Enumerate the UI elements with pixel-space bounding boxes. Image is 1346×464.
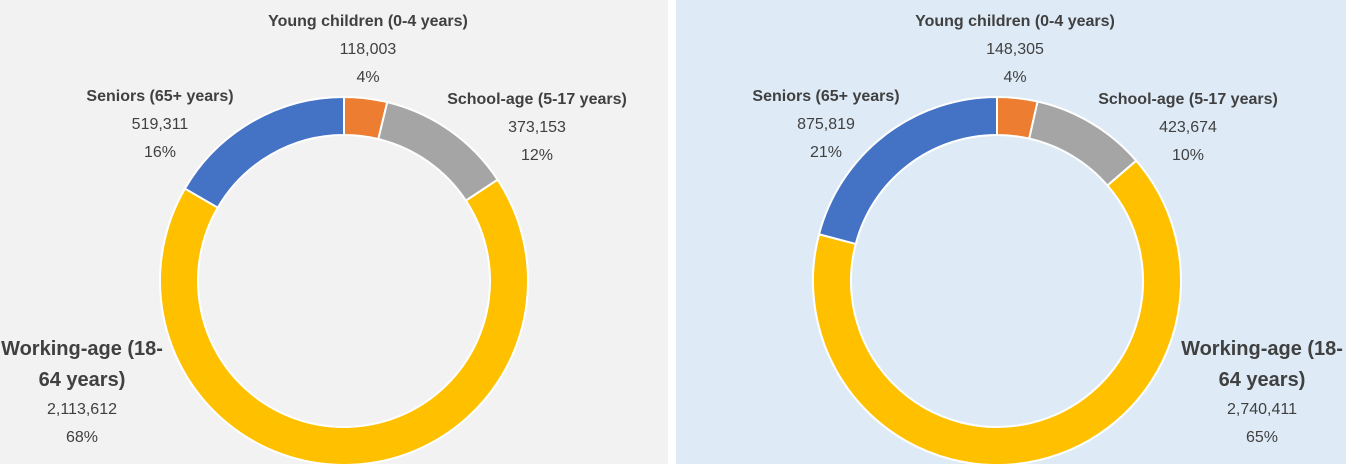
data-label: Seniors (65+ years) 519,311 16%	[86, 83, 233, 167]
data-label: School-age (5-17 years) 423,674 10%	[1098, 86, 1278, 170]
value-label: 875,819	[797, 116, 855, 133]
category-label: Seniors (65+ years)	[86, 88, 234, 105]
percent-label: 4%	[356, 69, 380, 86]
category-label: Seniors (65+ years)	[752, 88, 900, 105]
value-label: 148,305	[986, 41, 1044, 58]
panel-right	[676, 0, 1346, 464]
data-label: Working-age (18-64 years) 2,740,411 65%	[1177, 334, 1346, 452]
value-label: 519,311	[131, 116, 189, 133]
donut-slice	[812, 159, 1182, 464]
data-label: Seniors (65+ years) 875,819 21%	[752, 83, 899, 167]
category-label: Working-age (18-64 years)	[1181, 338, 1343, 391]
category-label: School-age (5-17 years)	[1098, 91, 1278, 108]
percent-label: 10%	[1171, 147, 1205, 164]
data-label: Working-age (18-64 years) 2,113,612 68%	[0, 334, 167, 452]
value-label: 2,113,612	[47, 401, 117, 418]
donut-slice	[183, 95, 345, 210]
donut-slice	[817, 95, 998, 246]
percent-label: 21%	[809, 144, 843, 161]
data-label: Young children (0-4 years) 148,305 4%	[915, 8, 1115, 92]
value-label: 423,674	[1159, 119, 1217, 136]
category-label: Working-age (18-64 years)	[1, 338, 163, 391]
percent-label: 65%	[1245, 429, 1279, 446]
percent-label: 68%	[65, 429, 99, 446]
value-label: 118,003	[339, 41, 397, 58]
category-label: School-age (5-17 years)	[447, 91, 627, 108]
percent-label: 4%	[1003, 69, 1027, 86]
data-label: School-age (5-17 years) 373,153 12%	[447, 86, 627, 170]
percent-label: 12%	[520, 147, 554, 164]
value-label: 2,740,411	[1227, 401, 1297, 418]
data-label: Young children (0-4 years) 118,003 4%	[268, 8, 468, 92]
donut-slice	[159, 178, 529, 464]
value-label: 373,153	[508, 119, 566, 136]
percent-label: 16%	[143, 144, 177, 161]
panel-left	[0, 0, 668, 464]
category-label: Young children (0-4 years)	[268, 13, 468, 30]
category-label: Young children (0-4 years)	[915, 13, 1115, 30]
